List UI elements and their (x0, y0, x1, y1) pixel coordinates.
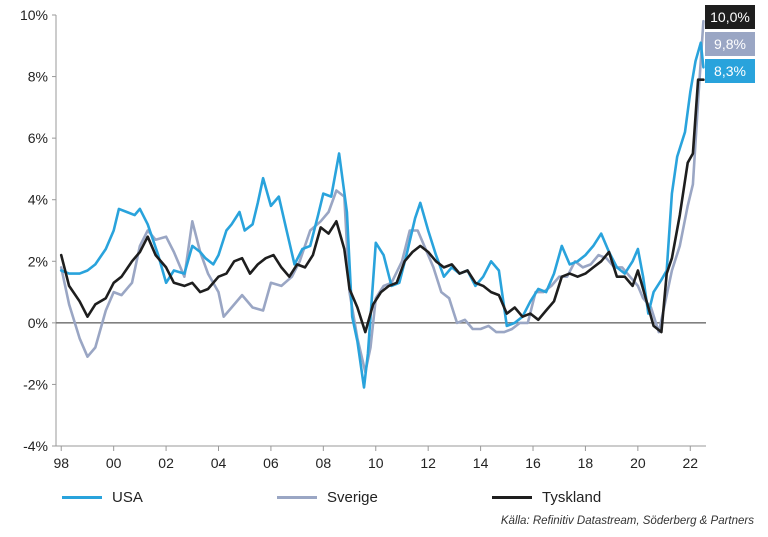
end-label-text: 10,0% (710, 9, 750, 25)
x-tick-label: 02 (158, 455, 174, 471)
x-tick-label: 10 (368, 455, 384, 471)
y-tick-label: 6% (28, 130, 48, 146)
x-tick-label: 06 (263, 455, 279, 471)
x-tick-label: 16 (525, 455, 541, 471)
end-label-text: 9,8% (714, 36, 746, 52)
series-line-sverige (59, 19, 705, 374)
legend-item-tyskland: Tyskland (492, 484, 601, 510)
y-axis: 10% 8% 6% 4% 2% 0% -2% -4% (20, 7, 706, 454)
legend-swatch-usa (62, 495, 102, 499)
legend-label-tyskland: Tyskland (542, 488, 602, 506)
x-tick-label: 20 (630, 455, 646, 471)
x-tick-label: 22 (682, 455, 698, 471)
y-tick-label: 8% (28, 69, 48, 85)
series-line-usa (59, 41, 705, 389)
x-tick-label: 04 (211, 455, 227, 471)
y-tick-label: -2% (23, 376, 48, 392)
y-tick-label: 10% (20, 7, 48, 23)
y-tick-label: 2% (28, 253, 48, 269)
source-note: Källa: Refinitiv Datastream, Söderberg &… (500, 515, 754, 527)
x-axis: 98 00 02 04 06 08 10 12 14 16 18 20 22 (53, 445, 706, 471)
legend-label-usa: USA (112, 488, 143, 506)
series-lines (59, 19, 705, 389)
series-line-tyskland (59, 78, 705, 334)
legend-label-sverige: Sverige (327, 488, 378, 506)
y-tick-label: -4% (23, 438, 48, 454)
legend-swatch-tyskland (492, 495, 532, 499)
x-tick-label: 12 (420, 455, 436, 471)
x-tick-label: 08 (316, 455, 332, 471)
y-tick-label: 4% (28, 192, 48, 208)
legend-swatch-sverige (277, 495, 317, 499)
x-tick-label: 98 (53, 455, 69, 471)
x-tick-label: 18 (578, 455, 594, 471)
end-label-box (705, 59, 755, 83)
end-label-box (705, 32, 755, 56)
end-label-text: 8,3% (714, 63, 746, 79)
end-label-box (705, 5, 755, 29)
legend-item-usa: USA (62, 484, 143, 510)
end-value-labels: 10,0% 9,8% 8,3% (705, 5, 755, 83)
end-label-usa: 8,3% (705, 59, 755, 83)
end-label-tyskland: 10,0% (705, 5, 755, 29)
y-tick-label: 0% (28, 315, 48, 331)
line-chart: 10% 8% 6% 4% 2% 0% -2% -4% 98 00 02 04 06 08 10 12 14 16… (20, 5, 755, 471)
end-label-sverige: 9,8% (705, 32, 755, 56)
legend-item-sverige: Sverige (277, 484, 378, 510)
x-tick-label: 00 (106, 455, 122, 471)
x-tick-label: 14 (473, 455, 489, 471)
